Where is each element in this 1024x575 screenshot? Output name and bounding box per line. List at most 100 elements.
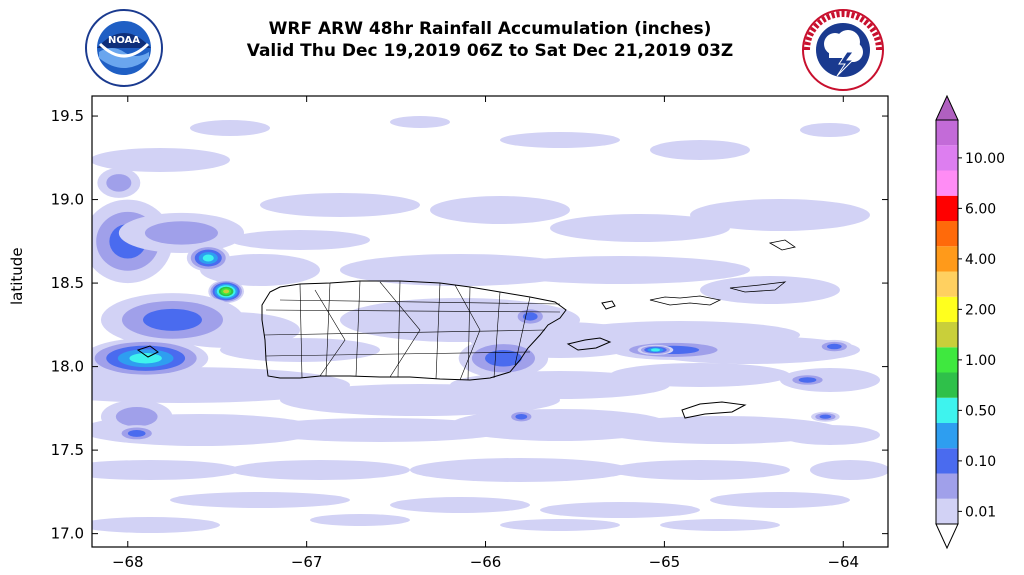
plot-frame: [91, 95, 889, 548]
colorbar-label: 4.00: [965, 252, 996, 268]
x-tick-label: −67: [291, 553, 323, 571]
rain-contour: [798, 377, 817, 383]
municipality-border: [325, 282, 331, 377]
rain-contour: [650, 348, 661, 352]
light-rain-area: [500, 519, 620, 531]
municipality-border: [279, 299, 561, 305]
municipality-border: [514, 296, 531, 366]
vieques-coast: [566, 337, 612, 351]
colorbar-segment: [936, 498, 958, 524]
light-rain-area: [92, 148, 230, 172]
rain-contour: [115, 406, 158, 427]
light-rain-area: [200, 254, 320, 286]
y-tick-label: 18.5: [51, 274, 84, 292]
light-rain-area: [390, 497, 530, 513]
municipality-border: [263, 329, 546, 336]
nws-logo: [801, 8, 885, 92]
title-line-1: WRF ARW 48hr Rainfall Accumulation (inch…: [268, 19, 712, 39]
municipality-border: [493, 291, 501, 379]
light-rain-area: [650, 140, 750, 160]
light-rain-area: [600, 416, 840, 444]
light-rain-area: [430, 196, 570, 224]
rain-contour: [106, 174, 132, 192]
light-rain-area: [500, 132, 620, 148]
colorbar-segment: [936, 120, 958, 146]
municipality-border: [299, 283, 303, 379]
light-rain-area: [660, 519, 780, 531]
colorbar-frame: [935, 119, 959, 525]
chart-title: WRF ARW 48hr Rainfall Accumulation (inch…: [170, 18, 810, 62]
colorbar-label: 6.00: [965, 201, 996, 217]
x-tick-label: −68: [112, 553, 144, 571]
colorbar-segment: [936, 423, 958, 449]
light-rain-area: [810, 460, 888, 480]
rain-contour: [223, 289, 230, 294]
light-rain-area: [170, 492, 350, 508]
colorbar-segment: [936, 271, 958, 297]
light-rain-area: [250, 418, 510, 442]
colorbar-label: 0.01: [965, 504, 996, 520]
light-rain-area: [490, 256, 750, 284]
colorbar-segment: [936, 473, 958, 499]
x-tick-label: −66: [470, 553, 502, 571]
colorbar-segment: [936, 397, 958, 423]
st-croix-coast: [681, 401, 747, 419]
colorbar: 0.01 0.10 0.50 1.00 2.00 4.00 6.00 10.00: [935, 94, 1005, 550]
y-axis-label: latitude: [8, 247, 26, 305]
light-rain-area: [92, 460, 240, 480]
colorbar-segment: [936, 145, 958, 171]
colorbar-segment: [936, 372, 958, 398]
anegada-coast: [768, 239, 796, 251]
rain-contour: [144, 221, 218, 245]
municipality-border: [454, 284, 481, 381]
light-rain-area: [610, 460, 790, 480]
puerto-rico-coast: [261, 280, 567, 381]
light-rain-area: [230, 230, 370, 250]
light-rain-area: [540, 502, 700, 518]
y-tick-label: 19.0: [51, 191, 84, 209]
colorbar-label: 1.00: [965, 353, 996, 369]
municipality-border: [314, 289, 346, 377]
rain-contour: [515, 413, 528, 420]
light-rain-area: [190, 120, 270, 136]
light-rain-area: [690, 199, 870, 231]
colorbar-over-arrow: [935, 94, 959, 121]
light-rain-area: [800, 123, 860, 137]
light-rain-area: [410, 458, 630, 482]
culebra-coast: [601, 300, 616, 310]
rainfall-field: [92, 116, 888, 533]
colorbar-segment: [936, 347, 958, 373]
light-rain-area: [610, 363, 790, 387]
colorbar-label: 0.10: [965, 454, 996, 470]
y-tick-label: 18.0: [51, 358, 84, 376]
x-axis-ticks: −68 −67 −66 −65 −64: [112, 96, 859, 571]
virgin-islands-coast: [649, 295, 722, 306]
y-tick-label: 19.5: [51, 107, 84, 125]
colorbar-segment: [936, 195, 958, 221]
y-tick-label: 17.0: [51, 525, 84, 543]
rain-contour: [485, 349, 522, 367]
title-line-2: Valid Thu Dec 19,2019 06Z to Sat Dec 21,…: [246, 41, 734, 61]
y-tick-label: 17.5: [51, 441, 84, 459]
colorbar-label: 10.00: [965, 151, 1005, 167]
colorbar-label: 0.50: [965, 403, 996, 419]
rain-contour: [522, 312, 538, 321]
rain-contour: [202, 254, 214, 262]
rain-contour: [819, 414, 832, 419]
rain-contour: [826, 343, 842, 350]
rain-contour: [129, 353, 162, 364]
rain-contour: [143, 308, 202, 331]
colorbar-segment: [936, 322, 958, 348]
colorbar-segment: [936, 296, 958, 322]
rain-contour: [127, 429, 146, 437]
light-rain-area: [390, 116, 450, 128]
noaa-logo-text: NOAA: [108, 35, 140, 46]
municipality-border: [265, 309, 561, 313]
colorbar-segment: [936, 448, 958, 474]
x-tick-label: −64: [827, 553, 859, 571]
colorbar-segment: [936, 221, 958, 247]
virgin-islands-coast: [729, 281, 787, 293]
colorbar-segment: [936, 246, 958, 272]
y-axis-ticks: 19.5 19.0 18.5 18.0 17.5 17.0: [51, 107, 888, 543]
